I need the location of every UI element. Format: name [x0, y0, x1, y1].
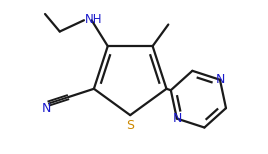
Text: N: N: [173, 112, 182, 125]
Text: NH: NH: [85, 13, 103, 26]
Text: N: N: [42, 102, 51, 116]
Text: N: N: [216, 73, 225, 86]
Text: S: S: [126, 119, 134, 132]
